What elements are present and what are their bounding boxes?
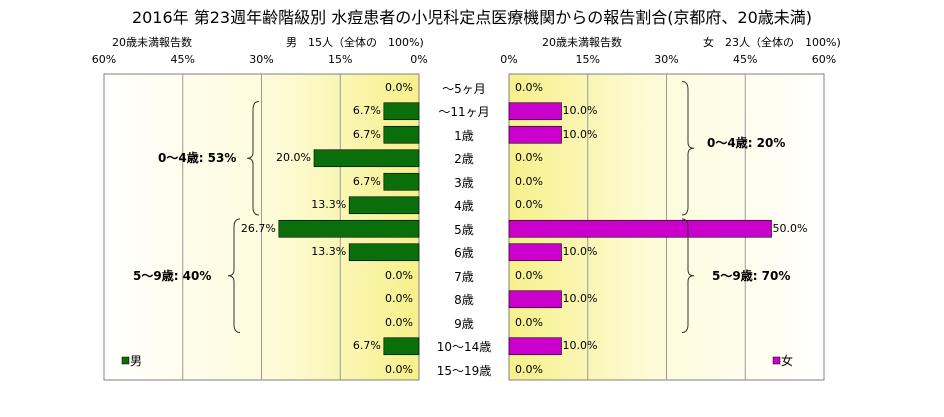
male-bar xyxy=(348,243,420,262)
right-tick-label: 60% xyxy=(811,53,837,66)
category-label: ～11ヶ月 xyxy=(438,105,490,120)
female-value-label: 10.0% xyxy=(562,245,598,259)
category-label: 9歳 xyxy=(454,316,474,331)
category-label: 1歳 xyxy=(454,128,474,143)
male-bar xyxy=(383,172,420,191)
male-bar xyxy=(383,337,420,356)
male-value-label: 26.7% xyxy=(240,221,276,235)
male-bar xyxy=(313,149,420,168)
category-label: 3歳 xyxy=(454,175,474,190)
female-bar xyxy=(508,125,562,144)
right-tick-label: 0% xyxy=(500,53,518,66)
brace-right-0-4 xyxy=(681,81,695,216)
female-value-label: 0.0% xyxy=(515,174,543,188)
male-value-label: 0.0% xyxy=(385,80,413,94)
male-bar xyxy=(383,102,420,121)
male-value-label: 6.7% xyxy=(352,104,381,118)
left-tick-label: 60% xyxy=(91,53,117,66)
female-group-5-9-label: 5～9歳: 70% xyxy=(712,268,791,283)
category-label: 6歳 xyxy=(454,246,474,261)
legend-male-label: 男 xyxy=(130,354,143,368)
female-bar xyxy=(508,290,562,309)
female-value-label: 10.0% xyxy=(562,104,598,118)
male-value-label: 6.7% xyxy=(352,127,381,141)
right-header-total: 女 23人（全体の 100%) xyxy=(703,36,841,49)
male-value-label: 0.0% xyxy=(385,315,413,329)
female-value-label: 0.0% xyxy=(515,151,543,165)
female-value-label: 0.0% xyxy=(515,198,543,212)
right-tick-label: 15% xyxy=(575,53,600,66)
left-tick-label: 45% xyxy=(170,53,195,66)
female-bar xyxy=(508,102,562,121)
female-bar xyxy=(508,219,772,238)
brace-right-5-9 xyxy=(681,218,695,333)
male-bar xyxy=(383,125,420,144)
female-value-label: 10.0% xyxy=(562,339,598,353)
male-bar xyxy=(348,196,420,215)
male-value-label: 6.7% xyxy=(352,174,381,188)
left-tick-label: 0% xyxy=(410,53,428,66)
male-value-label: 13.3% xyxy=(311,245,347,259)
male-value-label: 6.7% xyxy=(352,339,381,353)
female-value-label: 0.0% xyxy=(515,80,543,94)
right-tick-label: 45% xyxy=(733,53,758,66)
category-label: 7歳 xyxy=(454,269,474,284)
male-value-label: 0.0% xyxy=(385,292,413,306)
chart-title: 2016年 第23週年齢階級別 水痘患者の小児科定点医療機関からの報告割合(京都… xyxy=(131,8,813,27)
left-tick-label: 15% xyxy=(328,53,353,66)
female-value-label: 10.0% xyxy=(562,127,598,141)
female-value-label: 50.0% xyxy=(772,221,808,235)
left-header-count-label: 20歳未満報告数 xyxy=(112,36,192,49)
male-value-label: 20.0% xyxy=(276,151,311,165)
legend-female-swatch xyxy=(772,356,781,365)
female-value-label: 0.0% xyxy=(515,268,543,282)
legend-female-label: 女 xyxy=(781,354,794,368)
male-group-5-9-label: 5～9歳: 40% xyxy=(133,268,212,283)
category-label: 10～14歳 xyxy=(436,340,492,355)
male-bar xyxy=(278,219,420,238)
legend-male-swatch xyxy=(121,356,130,365)
left-tick-label: 30% xyxy=(249,53,274,66)
female-value-label: 0.0% xyxy=(515,362,543,376)
female-value-label: 0.0% xyxy=(515,315,543,329)
category-label: 2歳 xyxy=(454,152,474,167)
category-label: 8歳 xyxy=(454,293,474,308)
category-label: 5歳 xyxy=(454,222,474,237)
female-value-label: 10.0% xyxy=(562,292,598,306)
left-header-total: 男 15人（全体の 100%) xyxy=(286,36,424,49)
male-value-label: 0.0% xyxy=(385,362,413,376)
category-label: 15～19歳 xyxy=(436,363,492,378)
brace-left-5-9 xyxy=(227,218,241,333)
female-bar xyxy=(508,337,562,356)
brace-left-0-4 xyxy=(246,101,260,216)
category-label: ～5ヶ月 xyxy=(442,81,486,96)
category-label: 4歳 xyxy=(454,199,474,214)
right-tick-label: 30% xyxy=(654,53,679,66)
male-value-label: 0.0% xyxy=(385,268,413,282)
right-header-count-label: 20歳未満報告数 xyxy=(542,36,622,49)
female-group-0-4-label: 0～4歳: 20% xyxy=(707,136,786,151)
male-group-0-4-label: 0～4歳: 53% xyxy=(158,151,237,166)
male-value-label: 13.3% xyxy=(311,198,347,212)
female-bar xyxy=(508,243,562,262)
